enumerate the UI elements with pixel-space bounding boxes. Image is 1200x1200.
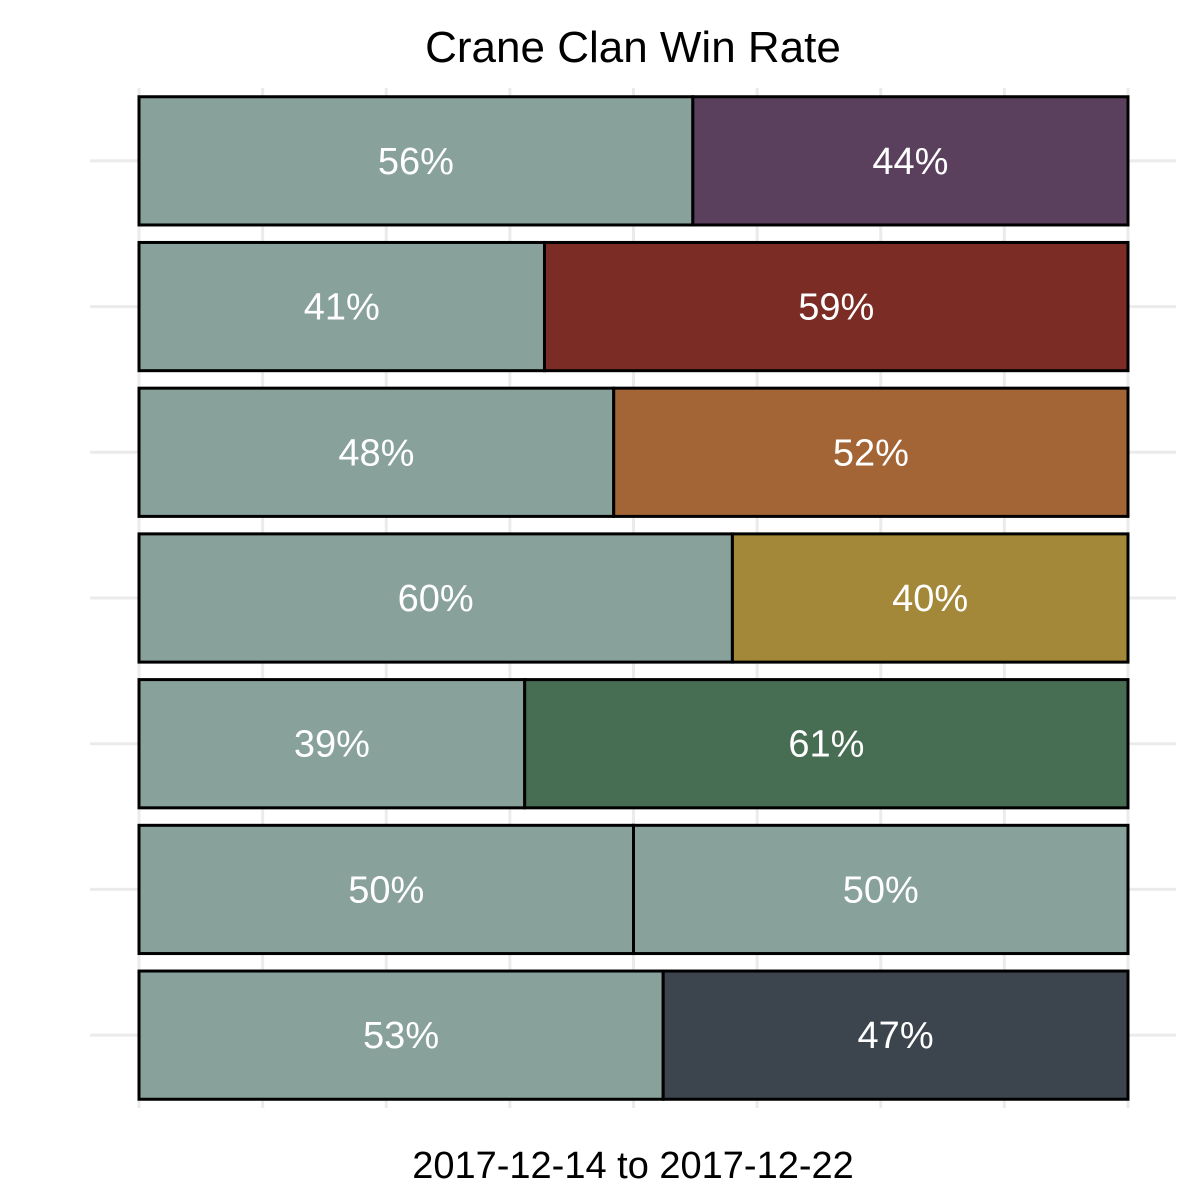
bar-segment-row1-2 — [691, 95, 1130, 227]
bars: 56% 44% 41% 59% 48% 52% 60% 40% 39% 61% 50% 50% 53% 4… — [137, 95, 1130, 1101]
bar-segment-row5-2 — [523, 678, 1130, 810]
bar-label-row3-1: 48% — [338, 432, 414, 474]
bar-label-row1-1: 56% — [378, 141, 454, 183]
x-axis-label: 2017-12-14 to 2017-12-22 — [412, 1145, 854, 1187]
bar-segment-row6-2 — [632, 823, 1130, 956]
bar-segment-row5-1 — [137, 678, 527, 810]
bar-label-row7-1: 53% — [363, 1015, 439, 1057]
bar-label-row4-2: 40% — [892, 578, 968, 620]
bar-segment-row1-1 — [137, 95, 695, 227]
bar-label-row3-2: 52% — [833, 432, 909, 474]
bar-label-row6-1: 50% — [348, 869, 424, 911]
bar-label-row6-2: 50% — [843, 869, 919, 911]
bar-label-row1-2: 44% — [872, 141, 948, 183]
chart-title: Crane Clan Win Rate — [425, 23, 841, 72]
bar-label-row2-1: 41% — [304, 287, 380, 329]
bar-segment-row2-1 — [137, 240, 546, 373]
bar-label-row7-2: 47% — [858, 1015, 934, 1057]
bar-segment-row2-2 — [542, 240, 1130, 373]
bar-segment-row4-2 — [730, 532, 1130, 664]
bar-label-row5-1: 39% — [294, 724, 370, 766]
bar-segment-row7-1 — [137, 969, 665, 1101]
bar-label-row4-1: 60% — [398, 578, 474, 620]
bar-segment-row7-2 — [661, 969, 1130, 1101]
bar-segment-row6-1 — [137, 823, 635, 956]
bar-segment-row3-2 — [612, 386, 1130, 518]
bar-segment-row3-1 — [137, 386, 616, 518]
bar-label-row5-2: 61% — [788, 724, 864, 766]
bar-label-row2-2: 59% — [798, 287, 874, 329]
bar-segment-row4-1 — [137, 532, 734, 664]
